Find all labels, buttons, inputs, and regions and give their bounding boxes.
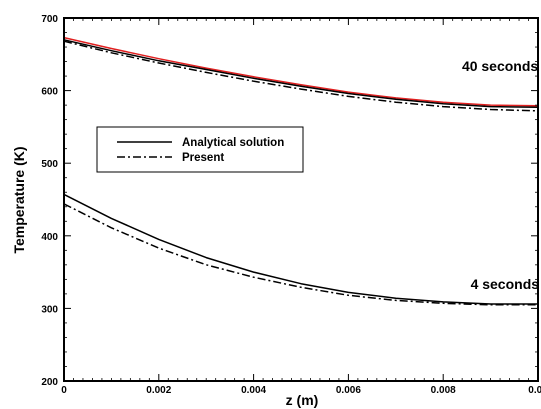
y-tick-label: 400 (41, 232, 58, 243)
legend-box (96, 126, 304, 173)
y-tick-label: 200 (41, 377, 58, 388)
legend-label-analytical: Analytical solution (182, 137, 284, 149)
x-tick-label: 0.006 (336, 385, 361, 396)
series-line-40-seconds-analytical-solution-0 (63, 36, 539, 107)
series-line-4-seconds-analytical-solution-3 (63, 193, 538, 305)
ticks-layer: 0 0.002 0.004 0.006 0.008 0.01 200 300 400 500 600… (41, 14, 541, 396)
x-axis-label: z (m) (286, 392, 319, 408)
y-axis-label: Temperature (K) (11, 146, 27, 253)
series-line-40-seconds-present-2 (63, 40, 539, 112)
y-tick-label: 700 (41, 14, 58, 25)
y-tick-label: 300 (41, 304, 58, 315)
legend-label-present: Present (182, 152, 224, 164)
legend: Analytical solution Present (96, 126, 304, 173)
y-tick-label: 600 (41, 87, 58, 98)
annotation-layer: 40 seconds 4 seconds (462, 58, 539, 292)
y-tick-label: 500 (41, 159, 58, 170)
x-tick-label: 0 (61, 385, 67, 396)
x-tick-label: 0.004 (241, 385, 266, 396)
series-layer (63, 36, 539, 306)
series-line-4-seconds-present-4 (63, 203, 538, 306)
annotation-label: 4 seconds (471, 276, 540, 292)
x-tick-label: 0.008 (431, 385, 456, 396)
x-tick-label: 0.01 (528, 385, 541, 396)
x-tick-label: 0.002 (146, 385, 171, 396)
annotation-label: 40 seconds (462, 58, 538, 74)
series-line-40-seconds-analytical-solution-1 (63, 39, 539, 109)
